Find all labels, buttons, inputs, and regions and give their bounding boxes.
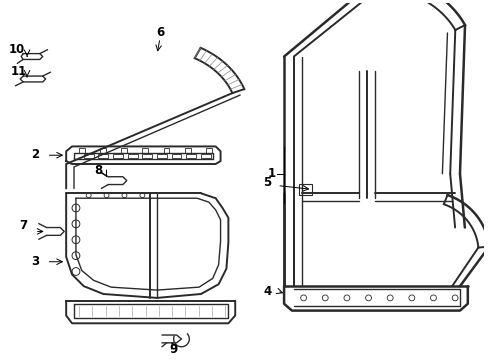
Text: 9: 9 <box>170 343 178 356</box>
Bar <box>206 148 212 153</box>
Bar <box>79 148 85 153</box>
Text: 5: 5 <box>263 176 271 189</box>
Bar <box>128 154 138 158</box>
Bar <box>84 154 94 158</box>
Bar <box>164 148 170 153</box>
Text: 4: 4 <box>263 284 271 298</box>
Text: 3: 3 <box>31 255 39 268</box>
Bar <box>143 154 152 158</box>
Bar <box>157 154 167 158</box>
Text: 6: 6 <box>156 26 164 39</box>
Text: 7: 7 <box>19 219 27 232</box>
Bar <box>299 184 313 195</box>
Bar <box>185 148 191 153</box>
Bar <box>121 148 127 153</box>
Bar <box>100 148 106 153</box>
Bar <box>172 154 181 158</box>
Text: 2: 2 <box>31 148 39 161</box>
Text: 10: 10 <box>9 43 25 56</box>
Text: 11: 11 <box>11 65 27 78</box>
Bar <box>113 154 123 158</box>
Text: 8: 8 <box>94 165 102 177</box>
Bar <box>98 154 108 158</box>
Bar <box>186 154 196 158</box>
Bar <box>143 148 148 153</box>
Text: 1: 1 <box>268 167 275 180</box>
Bar <box>201 154 211 158</box>
